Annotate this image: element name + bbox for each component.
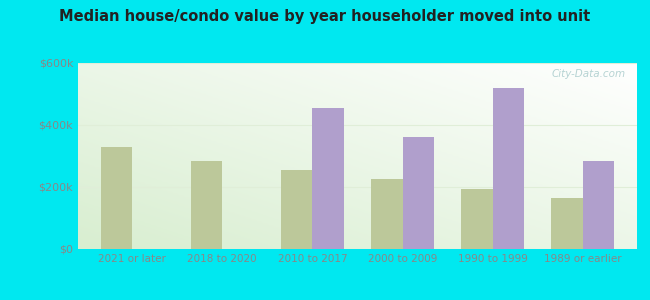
Text: City-Data.com: City-Data.com xyxy=(552,69,626,79)
Bar xyxy=(583,161,614,249)
Bar xyxy=(101,147,132,249)
Bar xyxy=(190,161,222,249)
Text: Median house/condo value by year householder moved into unit: Median house/condo value by year househo… xyxy=(59,9,591,24)
Bar xyxy=(281,170,313,249)
Bar xyxy=(313,108,344,249)
Bar xyxy=(462,188,493,249)
Bar xyxy=(551,198,583,249)
Bar xyxy=(402,137,434,249)
Bar xyxy=(493,88,525,249)
Bar xyxy=(371,179,402,249)
